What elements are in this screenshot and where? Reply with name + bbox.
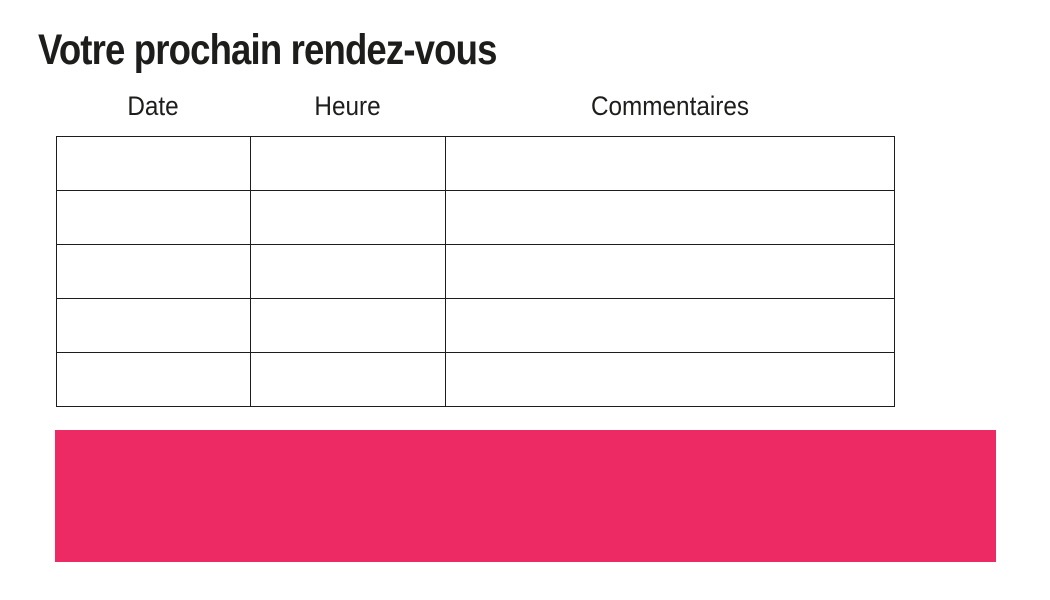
pink-banner [55,430,996,562]
table-cell-date [56,352,251,407]
table-cell-commentaires [445,352,895,407]
page-title: Votre prochain rendez-vous [38,26,497,74]
table-cell-commentaires [445,244,895,299]
appointments-table-body [56,136,895,407]
table-cell-date [56,190,251,245]
table-row [56,244,895,299]
table-row [56,298,895,353]
table-cell-commentaires [445,136,895,191]
table-cell-date [56,136,251,191]
table-cell-commentaires [445,190,895,245]
table-cell-heure [250,136,446,191]
column-header-commentaires: Commentaires [590,91,750,121]
table-cell-date [56,298,251,353]
table-cell-commentaires [445,298,895,353]
column-header-heure: Heure [314,91,381,121]
table-cell-heure [250,190,446,245]
table-cell-heure [250,298,446,353]
table-cell-heure [250,244,446,299]
table-row [56,352,895,407]
table-cell-heure [250,352,446,407]
table-header-row: Date Heure Commentaires [56,90,895,122]
table-row [56,136,895,191]
table-cell-date [56,244,251,299]
column-header-date: Date [127,91,179,121]
table-row [56,190,895,245]
appointments-table [56,136,895,407]
